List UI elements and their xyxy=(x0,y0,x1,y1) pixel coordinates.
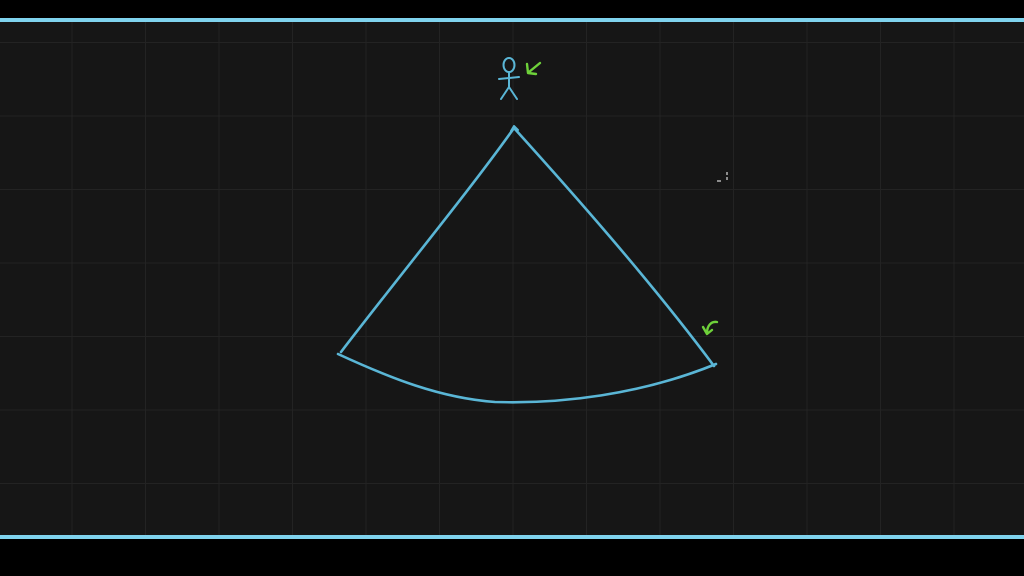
sector-tip-mark xyxy=(510,125,519,132)
stick-figure-icon xyxy=(498,57,520,100)
sector-right-edge xyxy=(512,126,716,368)
drawing-canvas[interactable] xyxy=(0,22,1024,535)
sector-shape xyxy=(336,125,718,404)
arrow-icon xyxy=(525,61,542,76)
sector-left-edge xyxy=(339,126,516,354)
bottom-frame-bar xyxy=(0,535,1024,539)
cursor-icon xyxy=(717,172,728,182)
sector-arc xyxy=(336,352,718,404)
curved-arrow-icon xyxy=(701,320,719,336)
top-frame-bar xyxy=(0,18,1024,22)
